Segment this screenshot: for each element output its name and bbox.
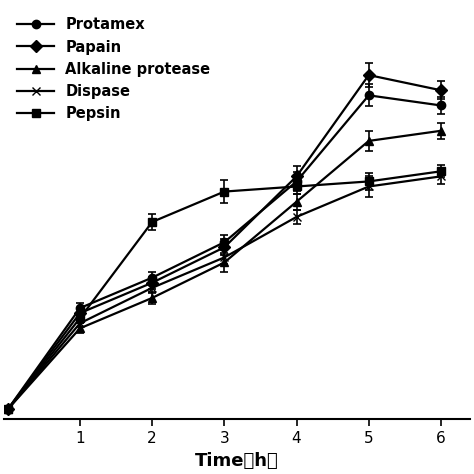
Alkaline protease — [221, 260, 227, 265]
Dispase — [149, 285, 155, 291]
Line: Pepsin: Pepsin — [4, 167, 445, 413]
Papain — [438, 87, 444, 93]
Protamex — [366, 92, 372, 98]
Dispase — [221, 255, 227, 260]
Pepsin — [77, 315, 83, 321]
Line: Protamex: Protamex — [4, 91, 445, 413]
X-axis label: Time（h）: Time（h） — [195, 452, 279, 470]
Pepsin — [149, 219, 155, 225]
Alkaline protease — [438, 128, 444, 134]
Dispase — [5, 407, 10, 412]
Protamex — [294, 179, 300, 184]
Legend: Protamex, Papain, Alkaline protease, Dispase, Pepsin: Protamex, Papain, Alkaline protease, Dis… — [11, 11, 216, 128]
Pepsin — [438, 168, 444, 174]
Pepsin — [5, 407, 10, 412]
Dispase — [294, 214, 300, 220]
Papain — [294, 173, 300, 179]
Papain — [149, 280, 155, 285]
Papain — [366, 72, 372, 78]
Protamex — [149, 275, 155, 281]
Dispase — [366, 183, 372, 189]
Papain — [77, 310, 83, 316]
Line: Dispase: Dispase — [4, 172, 445, 413]
Papain — [5, 407, 10, 412]
Pepsin — [366, 179, 372, 184]
Protamex — [77, 305, 83, 311]
Protamex — [438, 102, 444, 108]
Pepsin — [221, 189, 227, 194]
Dispase — [77, 320, 83, 326]
Pepsin — [294, 183, 300, 189]
Dispase — [438, 173, 444, 179]
Papain — [221, 245, 227, 250]
Protamex — [221, 239, 227, 245]
Protamex — [5, 407, 10, 412]
Line: Alkaline protease: Alkaline protease — [4, 127, 445, 413]
Alkaline protease — [5, 407, 10, 412]
Alkaline protease — [294, 199, 300, 205]
Alkaline protease — [366, 138, 372, 144]
Line: Papain: Papain — [4, 71, 445, 413]
Alkaline protease — [77, 326, 83, 331]
Alkaline protease — [149, 295, 155, 301]
